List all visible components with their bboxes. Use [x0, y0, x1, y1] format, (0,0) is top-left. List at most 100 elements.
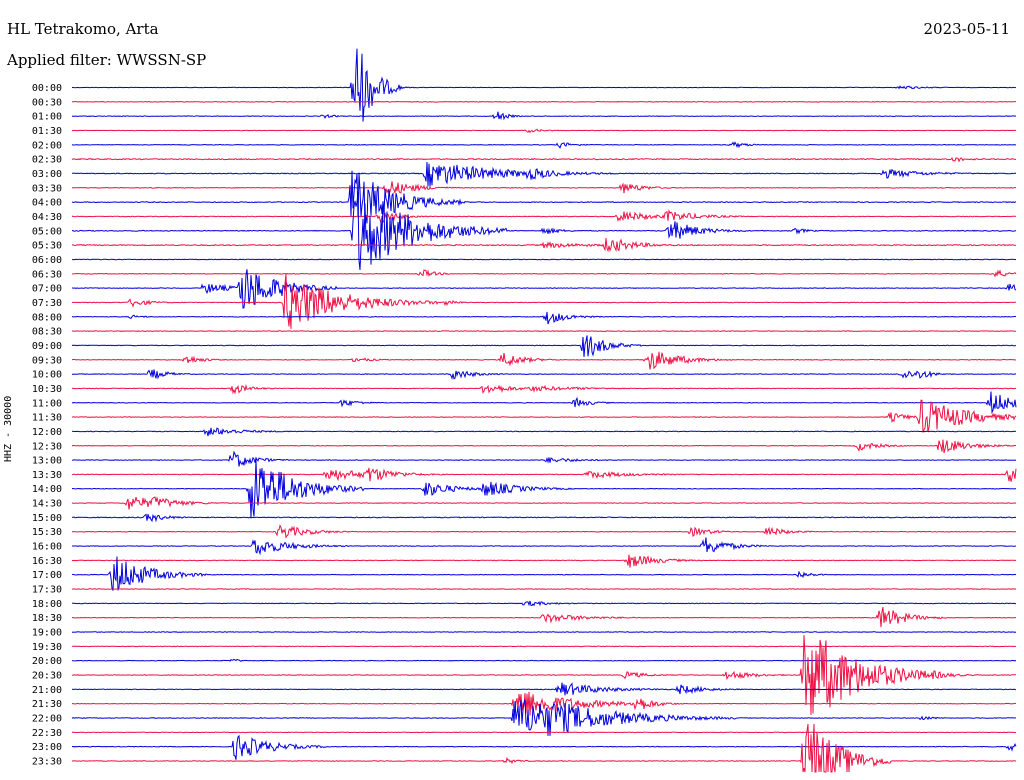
- trace-row: [71, 556, 1017, 591]
- trace-row: [72, 537, 1017, 556]
- trace-row: [71, 554, 1017, 568]
- station-title: HL Tetrakomo, Arta: [7, 20, 159, 38]
- trace-row: [71, 399, 1017, 433]
- row-time-label: 21:00: [32, 685, 62, 696]
- row-time-label: 20:00: [32, 656, 62, 667]
- trace-row: [71, 311, 1017, 325]
- trace-row: [71, 723, 1016, 773]
- filter-line: Applied filter: WWSSN-SP: [7, 51, 206, 69]
- trace-row: [71, 524, 1017, 539]
- trace-row: [71, 459, 1017, 518]
- row-time-label: 00:30: [32, 97, 62, 108]
- row-time-label: 22:30: [32, 728, 62, 739]
- row-time-label: 02:30: [32, 155, 62, 166]
- row-time-label: 00:00: [32, 83, 62, 94]
- filter-prefix: Applied filter:: [7, 51, 117, 69]
- row-time-label: 23:00: [32, 742, 62, 753]
- row-time-label: 11:30: [32, 413, 62, 424]
- trace-row: [71, 181, 1017, 195]
- row-time-label: 19:30: [32, 642, 62, 653]
- row-time-label: 05:30: [32, 241, 62, 252]
- date-label: 2023-05-11: [923, 20, 1010, 38]
- row-time-label: 21:30: [32, 699, 62, 710]
- row-time-label: 03:00: [32, 169, 62, 180]
- trace-row: [71, 209, 1017, 223]
- row-time-label: 08:30: [32, 327, 62, 338]
- trace-row: [71, 258, 1017, 261]
- trace-row: [71, 427, 1017, 437]
- trace-row: [71, 658, 1017, 663]
- row-time-label: 02:00: [32, 140, 62, 151]
- trace-row: [72, 588, 1017, 590]
- trace-row: [71, 351, 1017, 370]
- trace-row: [72, 734, 1017, 760]
- row-time-label: 07:30: [32, 298, 62, 309]
- row-time-label: 05:00: [32, 226, 62, 237]
- row-time-label: 09:00: [32, 341, 62, 352]
- trace-row: [71, 631, 1017, 633]
- row-time-label: 18:00: [32, 599, 62, 610]
- row-time-label: 06:00: [32, 255, 62, 266]
- row-time-label: 07:00: [32, 284, 62, 295]
- trace-row: [71, 645, 1017, 648]
- row-time-label: 12:30: [32, 441, 62, 452]
- row-time-label: 19:00: [32, 628, 62, 639]
- row-time-label: 15:30: [32, 527, 62, 538]
- trace-row: [71, 682, 1016, 696]
- trace-row: [72, 274, 1017, 329]
- trace-row: [71, 450, 1017, 467]
- row-time-label: 10:00: [32, 370, 62, 381]
- row-time-label: 18:30: [32, 613, 62, 624]
- trace-row: [71, 156, 1017, 163]
- row-time-label: 03:30: [32, 183, 62, 194]
- trace-row: [72, 100, 1016, 103]
- row-time-label: 08:00: [32, 312, 62, 323]
- row-time-label: 12:00: [32, 427, 62, 438]
- trace-row: [71, 161, 1017, 187]
- trace-row: [71, 335, 1017, 357]
- row-time-label: 04:30: [32, 212, 62, 223]
- row-time-label: 06:30: [32, 269, 62, 280]
- trace-row: [71, 369, 1017, 380]
- row-time-label: 13:00: [32, 456, 62, 467]
- row-time-label: 16:30: [32, 556, 62, 567]
- trace-row: [71, 128, 1017, 134]
- trace-row: [71, 269, 1017, 309]
- trace-row: [71, 48, 1017, 122]
- trace-row: [71, 467, 1017, 482]
- row-time-label: 23:30: [32, 757, 62, 768]
- trace-row: [71, 731, 1016, 734]
- trace-row: [71, 269, 1017, 278]
- row-time-label: 01:30: [32, 126, 62, 137]
- trace-row: [71, 635, 1017, 715]
- trace-row: [71, 699, 1017, 736]
- row-time-label: 09:30: [32, 355, 62, 366]
- row-time-label: 01:00: [32, 112, 62, 123]
- trace-row: [71, 170, 1017, 224]
- trace-row: [71, 513, 1017, 523]
- row-time-label: 17:00: [32, 570, 62, 581]
- trace-row: [71, 330, 1016, 332]
- row-time-label: 11:00: [32, 398, 62, 409]
- trace-row: [72, 384, 1017, 395]
- trace-row: [71, 600, 1017, 607]
- trace-row: [71, 439, 1017, 454]
- row-time-label: 20:30: [32, 671, 62, 682]
- row-time-label: 10:30: [32, 384, 62, 395]
- trace-row: [71, 691, 1016, 716]
- trace-row: [71, 496, 1017, 510]
- row-time-label: 14:30: [32, 499, 62, 510]
- trace-row: [71, 141, 1017, 149]
- row-time-label: 13:30: [32, 470, 62, 481]
- trace-row: [71, 391, 1017, 415]
- trace-row: [71, 237, 1017, 253]
- row-time-label: 16:00: [32, 542, 62, 553]
- row-time-label: 04:00: [32, 198, 62, 209]
- row-time-label: 22:00: [32, 714, 62, 725]
- trace-row: [71, 606, 1016, 628]
- trace-row: [71, 111, 1017, 121]
- row-time-label: 17:30: [32, 585, 62, 596]
- filter-name: WWSSN-SP: [116, 51, 207, 69]
